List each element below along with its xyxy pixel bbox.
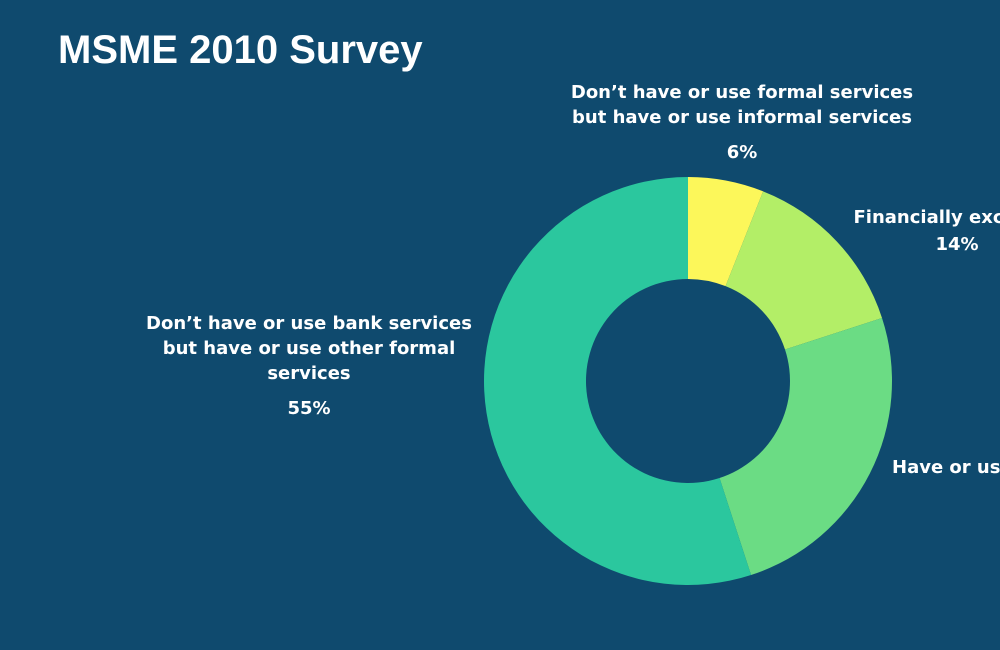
slice-label-1: but have or use informal services [572,107,912,128]
slice-percent-2: 14% [935,234,978,255]
slice-percent-1: 6% [727,142,758,163]
slice-label-1: Don’t have or use formal services [571,82,913,103]
chart-title: MSME 2010 Survey [58,28,423,72]
donut-slice-3 [719,317,892,576]
slice-label-4: services [267,363,350,384]
donut-slice-1 [688,177,764,287]
slice-label-4: Don’t have or use bank services [146,313,472,334]
slice-label-3: Have or use bank services [892,457,1000,478]
slice-label-2: Financially excluded [853,207,1000,228]
slice-label-4: but have or use other formal [163,338,456,359]
donut-slice-4 [484,177,752,585]
donut-slice-2 [725,191,883,350]
slice-percent-4: 55% [287,398,330,419]
